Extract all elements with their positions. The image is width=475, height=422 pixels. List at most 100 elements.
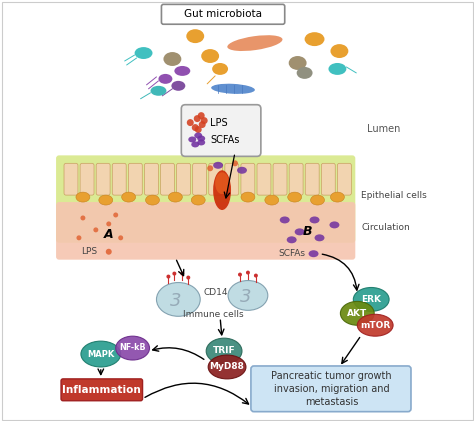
FancyBboxPatch shape [225, 163, 239, 195]
Ellipse shape [116, 336, 150, 360]
Circle shape [238, 273, 242, 276]
Text: MAPK: MAPK [87, 349, 114, 359]
FancyBboxPatch shape [273, 163, 287, 195]
Ellipse shape [191, 195, 205, 205]
Circle shape [76, 235, 81, 240]
Ellipse shape [81, 341, 121, 367]
Ellipse shape [289, 56, 306, 70]
Ellipse shape [208, 355, 246, 379]
Text: Immune cells: Immune cells [183, 310, 244, 319]
Ellipse shape [341, 301, 374, 325]
Ellipse shape [212, 63, 228, 75]
Text: LPS: LPS [210, 118, 228, 127]
Ellipse shape [353, 287, 389, 311]
Text: Circulation: Circulation [361, 223, 410, 233]
Ellipse shape [304, 32, 324, 46]
FancyBboxPatch shape [209, 163, 223, 195]
Circle shape [198, 112, 205, 119]
Ellipse shape [330, 222, 340, 228]
FancyBboxPatch shape [251, 366, 411, 412]
Ellipse shape [237, 167, 247, 174]
Circle shape [232, 160, 238, 166]
Ellipse shape [206, 338, 242, 364]
FancyBboxPatch shape [321, 163, 335, 195]
Text: CD14: CD14 [203, 288, 228, 297]
Text: Gut microbiota: Gut microbiota [184, 9, 262, 19]
Ellipse shape [314, 234, 324, 241]
FancyBboxPatch shape [193, 163, 207, 195]
Circle shape [186, 276, 190, 279]
FancyBboxPatch shape [128, 163, 142, 195]
FancyBboxPatch shape [305, 163, 319, 195]
FancyBboxPatch shape [177, 163, 190, 195]
Ellipse shape [241, 192, 255, 202]
Ellipse shape [194, 133, 202, 138]
FancyBboxPatch shape [96, 163, 110, 195]
Ellipse shape [188, 136, 196, 143]
Ellipse shape [310, 216, 320, 223]
Text: SCFAs: SCFAs [278, 249, 305, 258]
Ellipse shape [280, 216, 290, 223]
Ellipse shape [76, 192, 90, 202]
Ellipse shape [309, 250, 319, 257]
FancyBboxPatch shape [144, 163, 158, 195]
FancyBboxPatch shape [61, 379, 142, 401]
Text: Lumen: Lumen [367, 124, 400, 133]
Text: SCFAs: SCFAs [210, 135, 239, 146]
Circle shape [80, 216, 86, 220]
Ellipse shape [151, 86, 166, 96]
Ellipse shape [287, 236, 297, 243]
FancyBboxPatch shape [337, 163, 352, 195]
Text: TRIF: TRIF [213, 346, 236, 354]
Circle shape [199, 121, 206, 128]
Circle shape [192, 124, 199, 131]
Circle shape [246, 271, 250, 275]
Ellipse shape [331, 44, 348, 58]
Circle shape [106, 249, 112, 255]
Ellipse shape [265, 195, 279, 205]
Ellipse shape [288, 192, 302, 202]
Circle shape [118, 235, 123, 240]
Ellipse shape [213, 170, 231, 210]
Circle shape [187, 119, 194, 126]
Text: Pancreatic tumor growth
invasion, migration and
metastasis: Pancreatic tumor growth invasion, migrat… [271, 371, 392, 407]
Ellipse shape [197, 140, 205, 146]
Ellipse shape [213, 162, 223, 169]
FancyBboxPatch shape [289, 163, 303, 195]
Ellipse shape [99, 195, 113, 205]
Ellipse shape [134, 47, 152, 59]
Circle shape [172, 272, 176, 276]
Ellipse shape [156, 282, 200, 316]
Ellipse shape [191, 141, 199, 147]
Ellipse shape [201, 49, 219, 63]
FancyBboxPatch shape [56, 202, 355, 260]
Circle shape [180, 272, 184, 276]
Ellipse shape [169, 192, 182, 202]
Ellipse shape [297, 67, 313, 79]
Circle shape [207, 165, 213, 171]
Circle shape [113, 213, 118, 217]
FancyBboxPatch shape [64, 163, 78, 195]
Ellipse shape [357, 314, 393, 336]
Ellipse shape [145, 195, 160, 205]
Ellipse shape [215, 172, 229, 194]
Text: Epithelial cells: Epithelial cells [361, 191, 427, 200]
Text: 3: 3 [170, 292, 181, 311]
Text: ERK: ERK [361, 295, 381, 304]
FancyBboxPatch shape [56, 155, 355, 243]
Ellipse shape [311, 195, 324, 205]
Text: AKT: AKT [347, 309, 368, 318]
FancyBboxPatch shape [112, 163, 126, 195]
Ellipse shape [331, 192, 344, 202]
Ellipse shape [171, 81, 185, 91]
Ellipse shape [122, 192, 135, 202]
Ellipse shape [228, 35, 283, 51]
Ellipse shape [294, 228, 304, 235]
Ellipse shape [159, 74, 172, 84]
Ellipse shape [329, 63, 346, 75]
Circle shape [195, 126, 202, 133]
Ellipse shape [211, 84, 255, 94]
Circle shape [194, 115, 201, 122]
Text: A: A [104, 228, 114, 241]
Text: LPS: LPS [81, 247, 97, 256]
